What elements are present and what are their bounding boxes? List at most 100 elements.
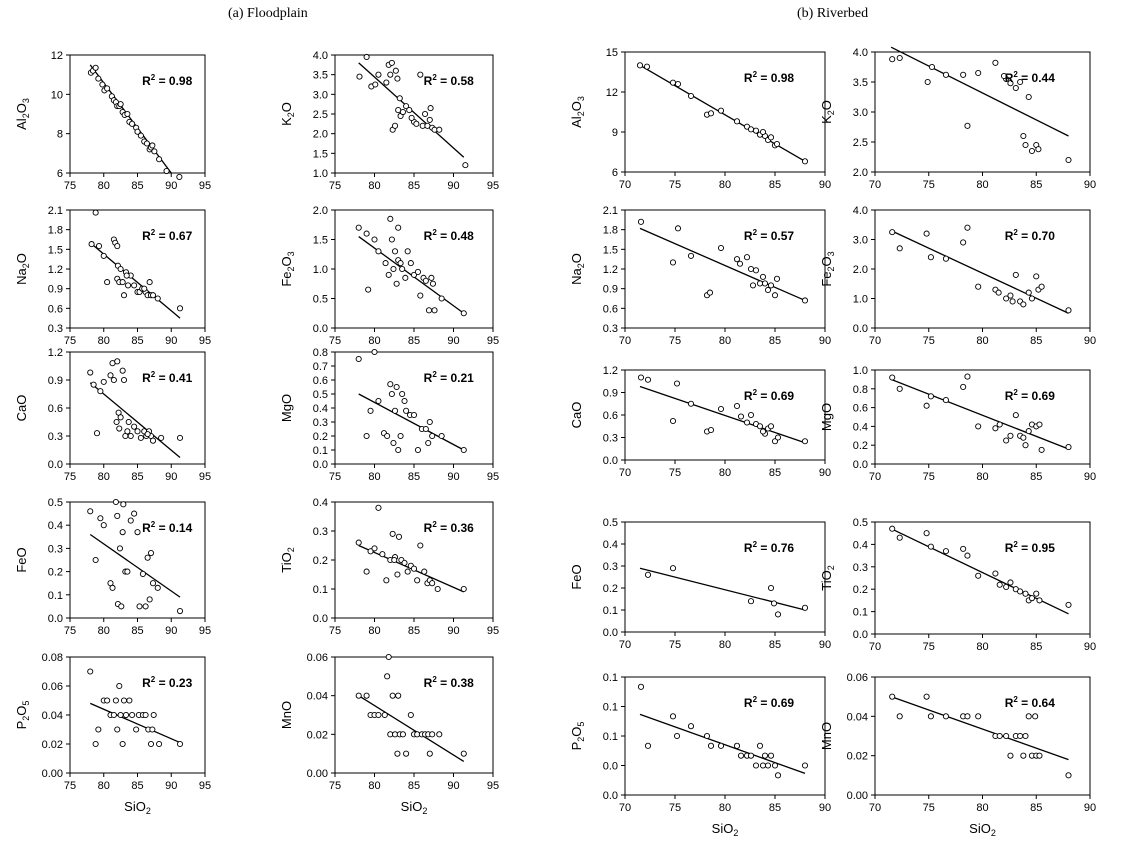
data-point: [363, 568, 370, 575]
data-point: [1022, 141, 1029, 149]
y-tick-label: 0.5: [313, 294, 328, 306]
data-point: [100, 378, 107, 385]
x-tick-label: 90: [1084, 179, 1096, 191]
data-point: [150, 711, 157, 719]
y-tick-label: 0.1: [603, 702, 618, 714]
data-point: [131, 423, 138, 430]
r2-value: = 0.38: [437, 676, 474, 690]
x-tick-label: 90: [1084, 802, 1096, 814]
data-point: [889, 374, 896, 381]
y-label-text: Fe: [279, 271, 294, 286]
regression-line: [639, 385, 806, 444]
y-tick-label: 0.0: [603, 790, 618, 802]
data-point: [404, 248, 411, 255]
x-tick-label: 90: [819, 179, 831, 191]
y-tick-label: 0.3: [313, 526, 328, 538]
y-tick-label: 12: [51, 50, 63, 62]
x-tick-label: 90: [165, 471, 177, 483]
data-point: [149, 437, 157, 444]
x-tick-label: 90: [1084, 335, 1096, 347]
y-label-text: FeO: [14, 547, 29, 572]
y-label-subscript: 3: [286, 251, 296, 256]
y-label-text: Fe: [819, 271, 834, 286]
y-tick-label: 0.3: [853, 562, 868, 574]
y-tick-label: 0.00: [307, 768, 328, 780]
plot-frame: [334, 501, 494, 619]
x-label-subscript: 2: [991, 828, 996, 838]
y-tick-label: 0.3: [603, 433, 618, 445]
data-point: [119, 529, 126, 536]
data-point: [149, 142, 156, 149]
data-point: [427, 105, 434, 112]
y-label-subscript: 2: [826, 110, 836, 115]
y-label-subscript: 5: [576, 722, 586, 727]
data-point: [158, 434, 165, 441]
data-point: [1022, 590, 1029, 597]
data-point: [384, 432, 391, 440]
data-point: [1038, 446, 1045, 453]
y-axis-label: Fe2O3: [279, 251, 296, 286]
x-tick-label: 80: [368, 780, 380, 792]
data-point: [375, 504, 382, 511]
y-tick-label: 0.0: [313, 323, 328, 335]
x-tick-label: 85: [769, 639, 781, 651]
data-point: [960, 383, 967, 390]
y-tick-label: 1.2: [48, 264, 63, 276]
r-squared-label: R2 = 0.14: [142, 520, 192, 535]
r2-value: = 0.48: [437, 229, 474, 243]
y-label-subscript: 2: [576, 111, 586, 116]
data-point: [110, 711, 117, 719]
r-squared-label: R2 = 0.44: [1005, 70, 1055, 85]
data-point: [992, 570, 999, 577]
data-point: [431, 307, 438, 314]
data-point: [422, 110, 429, 118]
y-label-subscript: 2: [826, 565, 836, 570]
r2-letter: R: [142, 371, 151, 385]
r2-letter: R: [424, 74, 433, 88]
y-axis-label: MnO: [819, 722, 834, 750]
data-point: [774, 772, 782, 779]
x-tick-label: 90: [819, 335, 831, 347]
data-point: [137, 434, 144, 441]
x-tick-label: 75: [923, 641, 935, 653]
data-point: [774, 611, 782, 618]
r-squared-label: R2 = 0.95: [1005, 540, 1055, 555]
r2-letter: R: [424, 371, 433, 385]
data-point: [996, 732, 1003, 740]
data-point: [399, 731, 406, 738]
data-point: [756, 280, 764, 287]
data-point: [392, 67, 399, 74]
y-axis-label: MgO: [819, 403, 834, 431]
data-point: [154, 295, 161, 302]
data-point: [141, 285, 148, 292]
data-point: [759, 273, 767, 280]
data-point: [355, 224, 362, 231]
y-tick-label: 0.02: [307, 729, 328, 741]
r2-letter: R: [142, 676, 151, 690]
data-point: [669, 417, 677, 425]
y-tick-label: 1.5: [313, 235, 328, 247]
r2-superscript: 2: [1013, 388, 1018, 397]
y-label-text: O: [14, 253, 29, 263]
x-tick-label: 70: [869, 641, 881, 653]
r2-superscript: 2: [753, 388, 758, 397]
y-tick-label: 0.2: [48, 567, 63, 579]
data-point: [747, 265, 755, 273]
data-point: [88, 241, 95, 248]
data-point: [119, 279, 126, 286]
r2-value: = 0.36: [437, 521, 474, 535]
y-tick-label: 0.02: [42, 739, 63, 751]
r2-letter: R: [744, 389, 753, 403]
y-tick-label: 0.0: [853, 629, 868, 641]
y-label-text: CaO: [14, 395, 29, 422]
y-tick-label: 2.5: [853, 137, 868, 149]
data-point: [429, 432, 436, 440]
r2-superscript: 2: [432, 73, 437, 82]
data-point: [401, 559, 408, 566]
data-point: [733, 742, 741, 749]
